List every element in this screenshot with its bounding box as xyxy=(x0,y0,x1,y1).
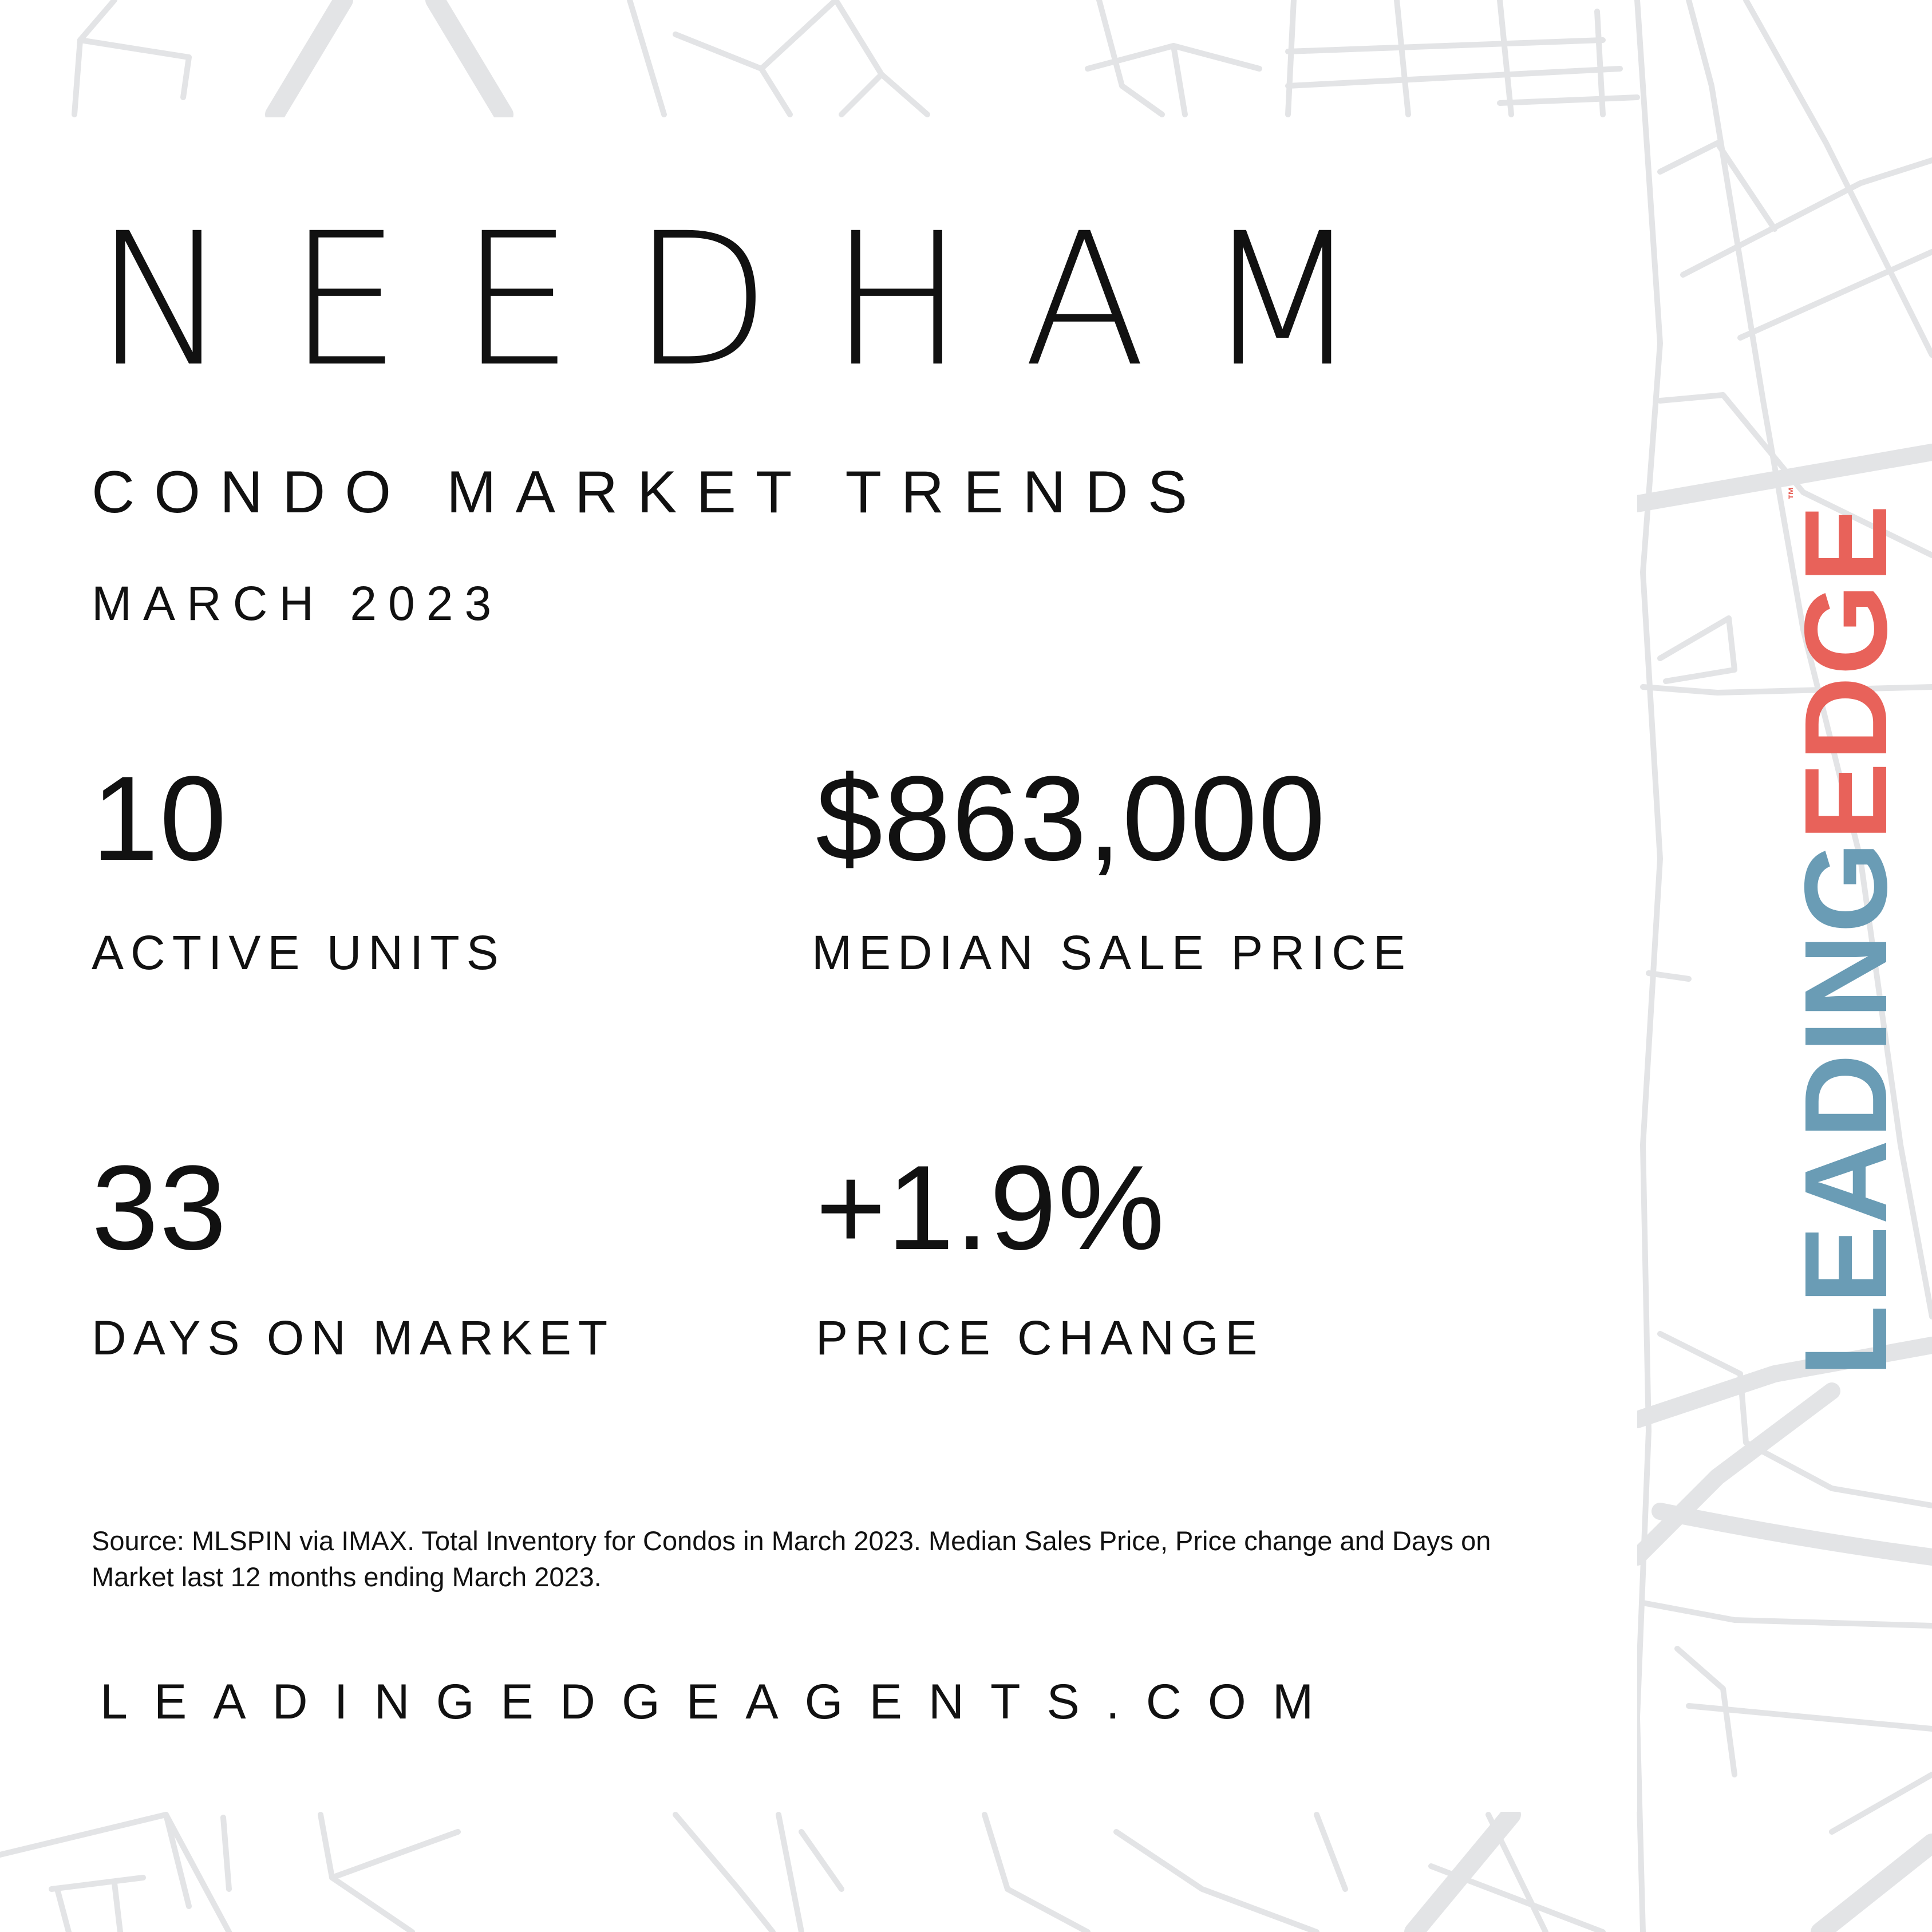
days-on-market-label: DAYS ON MARKET xyxy=(92,1311,615,1365)
median-sale-price-value: $863,000 xyxy=(816,751,1326,886)
town-title: NEEDHAM xyxy=(94,194,1419,407)
report-period: MARCH 2023 xyxy=(92,576,503,630)
logo-leading-text: LEADING xyxy=(1780,840,1911,1377)
active-units-label: ACTIVE UNITS xyxy=(92,926,505,979)
trademark-mark: ™ xyxy=(1786,485,1801,500)
price-change-label: PRICE CHANGE xyxy=(816,1311,1265,1365)
leading-edge-logo: LEADINGEDGE ™ xyxy=(1780,485,1911,1377)
median-sale-price-label: MEDIAN SALE PRICE xyxy=(812,926,1412,979)
days-on-market-value: 33 xyxy=(92,1140,228,1275)
content-panel xyxy=(69,117,1637,1812)
active-units-value: 10 xyxy=(92,751,228,886)
price-change-value: +1.9% xyxy=(816,1140,1166,1275)
source-note: Source: MLSPIN via IMAX. Total Inventory… xyxy=(92,1526,1491,1592)
website-url: LEADINGEDGEAGENTS.COM xyxy=(100,1674,1340,1729)
report-subtitle: CONDO MARKET TRENDS xyxy=(92,459,1207,526)
logo-edge-text: EDGE xyxy=(1780,503,1911,841)
